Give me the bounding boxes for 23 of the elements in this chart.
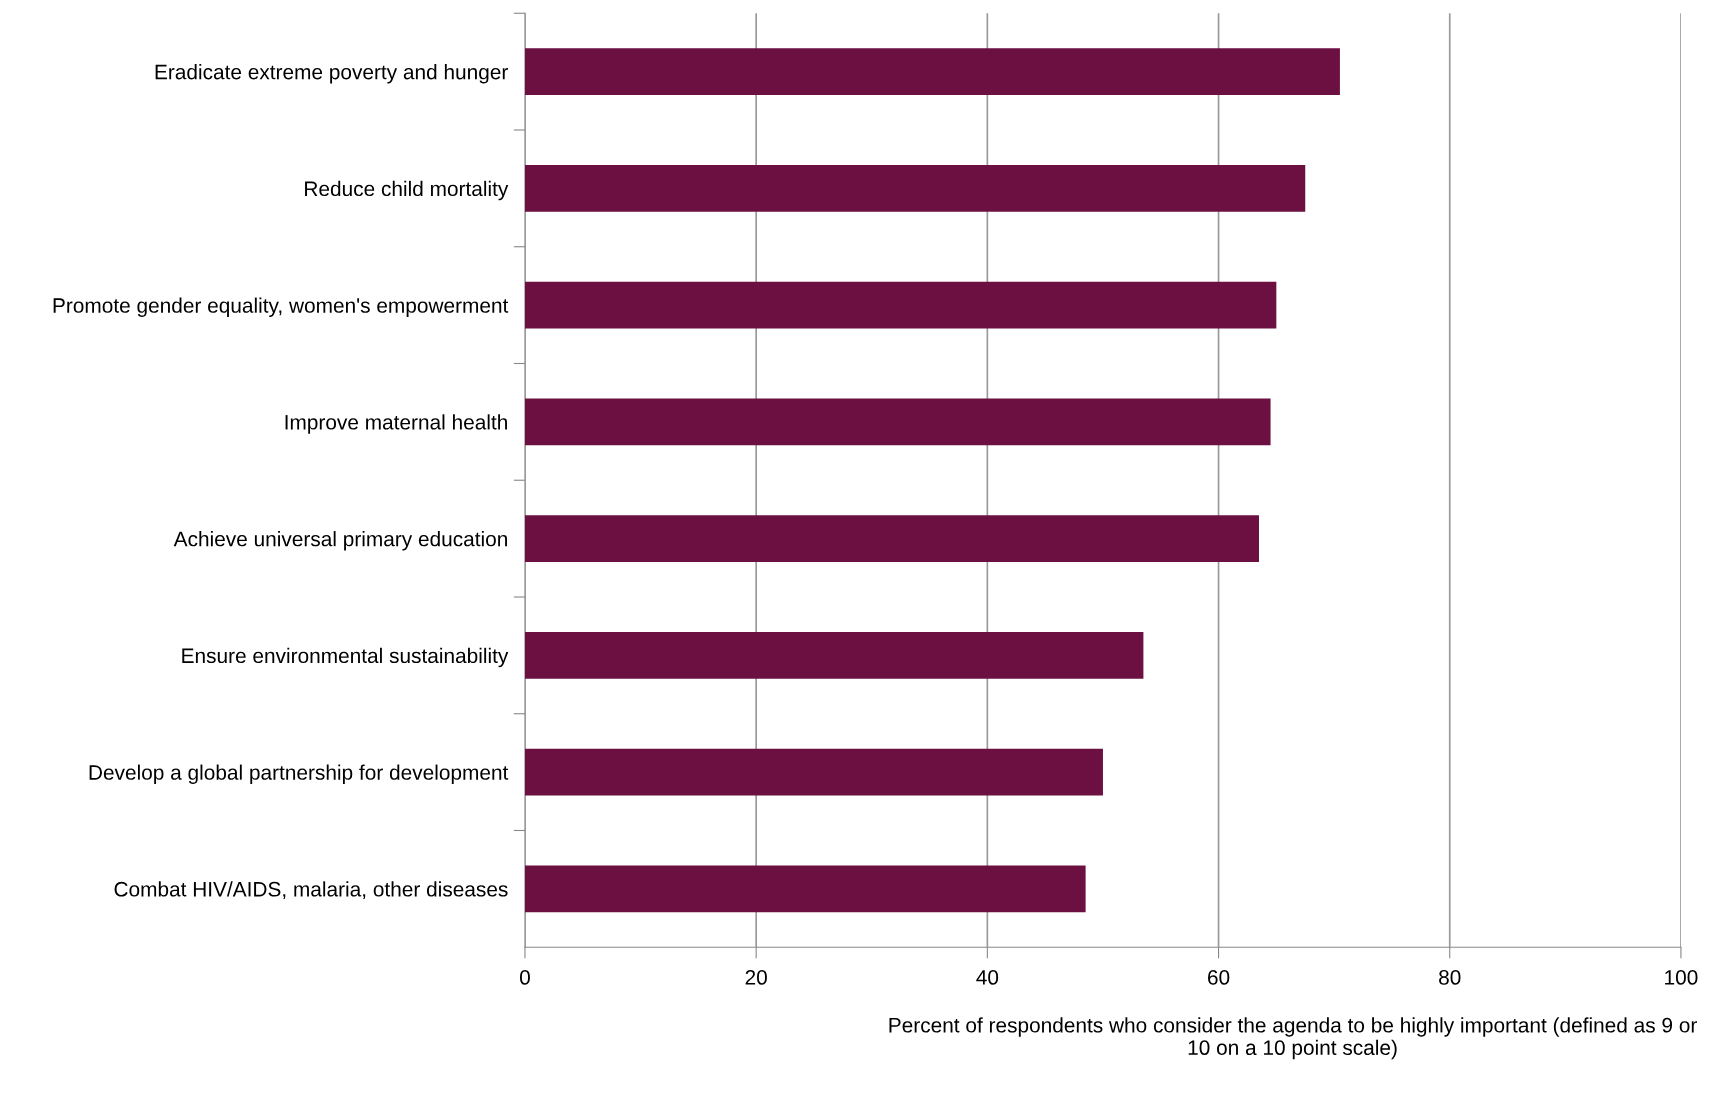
y-tick-label: Reduce child mortality (305, 180, 509, 201)
bar (524, 48, 1340, 95)
bar (524, 165, 1306, 212)
y-tick-label: Promote gender equality, women's empowerment (53, 297, 509, 317)
x-axis-title: Percent of respondents who consider the agenda to be highly important (defined as 9 or 10 on a 10 point scale) (889, 1017, 1697, 1060)
y-tick-label: Ensure environmental sustainability (182, 647, 509, 668)
x-tick-label: 100 (1665, 970, 1698, 985)
y-tick-label: Develop a global partnership for development (89, 764, 509, 784)
y-tick-label: Achieve universal primary education (173, 531, 507, 551)
x-tick-label: 80 (1439, 970, 1461, 985)
bar (524, 281, 1277, 329)
x-tick-label: 40 (976, 970, 999, 985)
bar (524, 632, 1144, 679)
bar (524, 865, 1086, 913)
bar (524, 515, 1259, 562)
bar (524, 748, 1103, 796)
x-tick-label: 20 (745, 970, 767, 985)
y-tick-label: Improve maternal health (285, 414, 507, 434)
x-tick-label: 60 (1208, 970, 1230, 985)
x-tick-label: 0 (519, 970, 530, 985)
y-tick-label: Eradicate extreme poverty and hunger (155, 64, 508, 84)
bar (524, 398, 1271, 446)
y-tick-label: Combat HIV/AIDS, malaria, other diseases (114, 881, 508, 900)
